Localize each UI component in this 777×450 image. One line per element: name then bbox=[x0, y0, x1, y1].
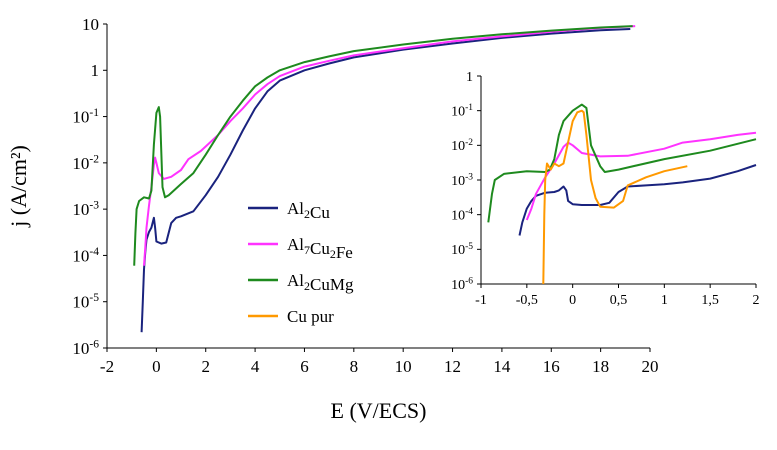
inset-y-tick-label: 10-1 bbox=[451, 103, 473, 119]
inset-series-line-0 bbox=[518, 164, 757, 236]
main-y-tick-label: 10-6 bbox=[72, 337, 99, 357]
main-x-tick-label: 6 bbox=[300, 357, 309, 376]
inset-x-tick-label: -0,5 bbox=[516, 293, 538, 308]
inset-series-line-2 bbox=[487, 103, 757, 223]
main-x-tick-label: 18 bbox=[592, 357, 609, 376]
x-axis-title: E (V/ECS) bbox=[331, 398, 427, 423]
inset-series-line-3 bbox=[542, 109, 688, 285]
main-y-tick-label: 1 bbox=[91, 61, 100, 80]
main-y-tick-label: 10-5 bbox=[72, 291, 99, 311]
inset-x-tick-label: 1 bbox=[661, 293, 668, 308]
inset-y-tick-label: 10-6 bbox=[451, 277, 473, 293]
legend-label-1: Al7Cu2Fe bbox=[287, 235, 353, 262]
main-y-tick-label: 10-2 bbox=[72, 152, 99, 172]
main-x-tick-label: 10 bbox=[395, 357, 412, 376]
main-x-tick-label: 20 bbox=[642, 357, 659, 376]
main-x-tick-label: 8 bbox=[350, 357, 359, 376]
inset-y-tick-label: 10-3 bbox=[451, 173, 473, 189]
inset-x-tick-label: 0,5 bbox=[610, 293, 628, 308]
main-x-tick-label: 14 bbox=[493, 357, 511, 376]
main-x-tick-label: 16 bbox=[543, 357, 560, 376]
main-y-tick-label: 10-3 bbox=[72, 199, 99, 219]
inset-series-line-1 bbox=[525, 131, 757, 221]
inset-x-tick-label: 1,5 bbox=[701, 293, 719, 308]
main-y-tick-label: 10 bbox=[82, 15, 99, 34]
main-y-tick-label: 10-1 bbox=[72, 106, 99, 126]
main-series-line-1 bbox=[143, 25, 636, 266]
inset-y-tick-label: 10-5 bbox=[451, 242, 473, 258]
inset-y-tick-label: 1 bbox=[466, 70, 473, 85]
legend-label-3: Cu pur bbox=[287, 307, 334, 326]
inset-y-tick-label: 10-2 bbox=[451, 138, 473, 154]
main-x-tick-label: 0 bbox=[152, 357, 161, 376]
legend-label-0: Al2Cu bbox=[287, 199, 330, 222]
inset-x-tick-label: 0 bbox=[569, 293, 576, 308]
inset-x-tick-label: -1 bbox=[475, 293, 487, 308]
inset-chart: 10-6 10-5 10-4 10-3 10-2 10-1 1 -1 -0,5 0 0,5 1 1,5 2 bbox=[451, 70, 759, 308]
main-series-line-0 bbox=[140, 28, 631, 333]
main-series-line-2 bbox=[133, 25, 633, 266]
main-x-tick-label: 4 bbox=[251, 357, 260, 376]
y-axis-title: j (A/cm²) bbox=[6, 145, 31, 228]
inset-x-tick-label: 2 bbox=[753, 293, 760, 308]
inset-y-tick-label: 10-4 bbox=[451, 207, 473, 223]
legend-label-2: Al2CuMg bbox=[287, 271, 354, 294]
main-y-tick-label: 10-4 bbox=[72, 245, 99, 265]
main-x-tick-label: -2 bbox=[100, 357, 114, 376]
main-x-tick-label: 12 bbox=[444, 357, 461, 376]
main-x-tick-label: 2 bbox=[201, 357, 210, 376]
